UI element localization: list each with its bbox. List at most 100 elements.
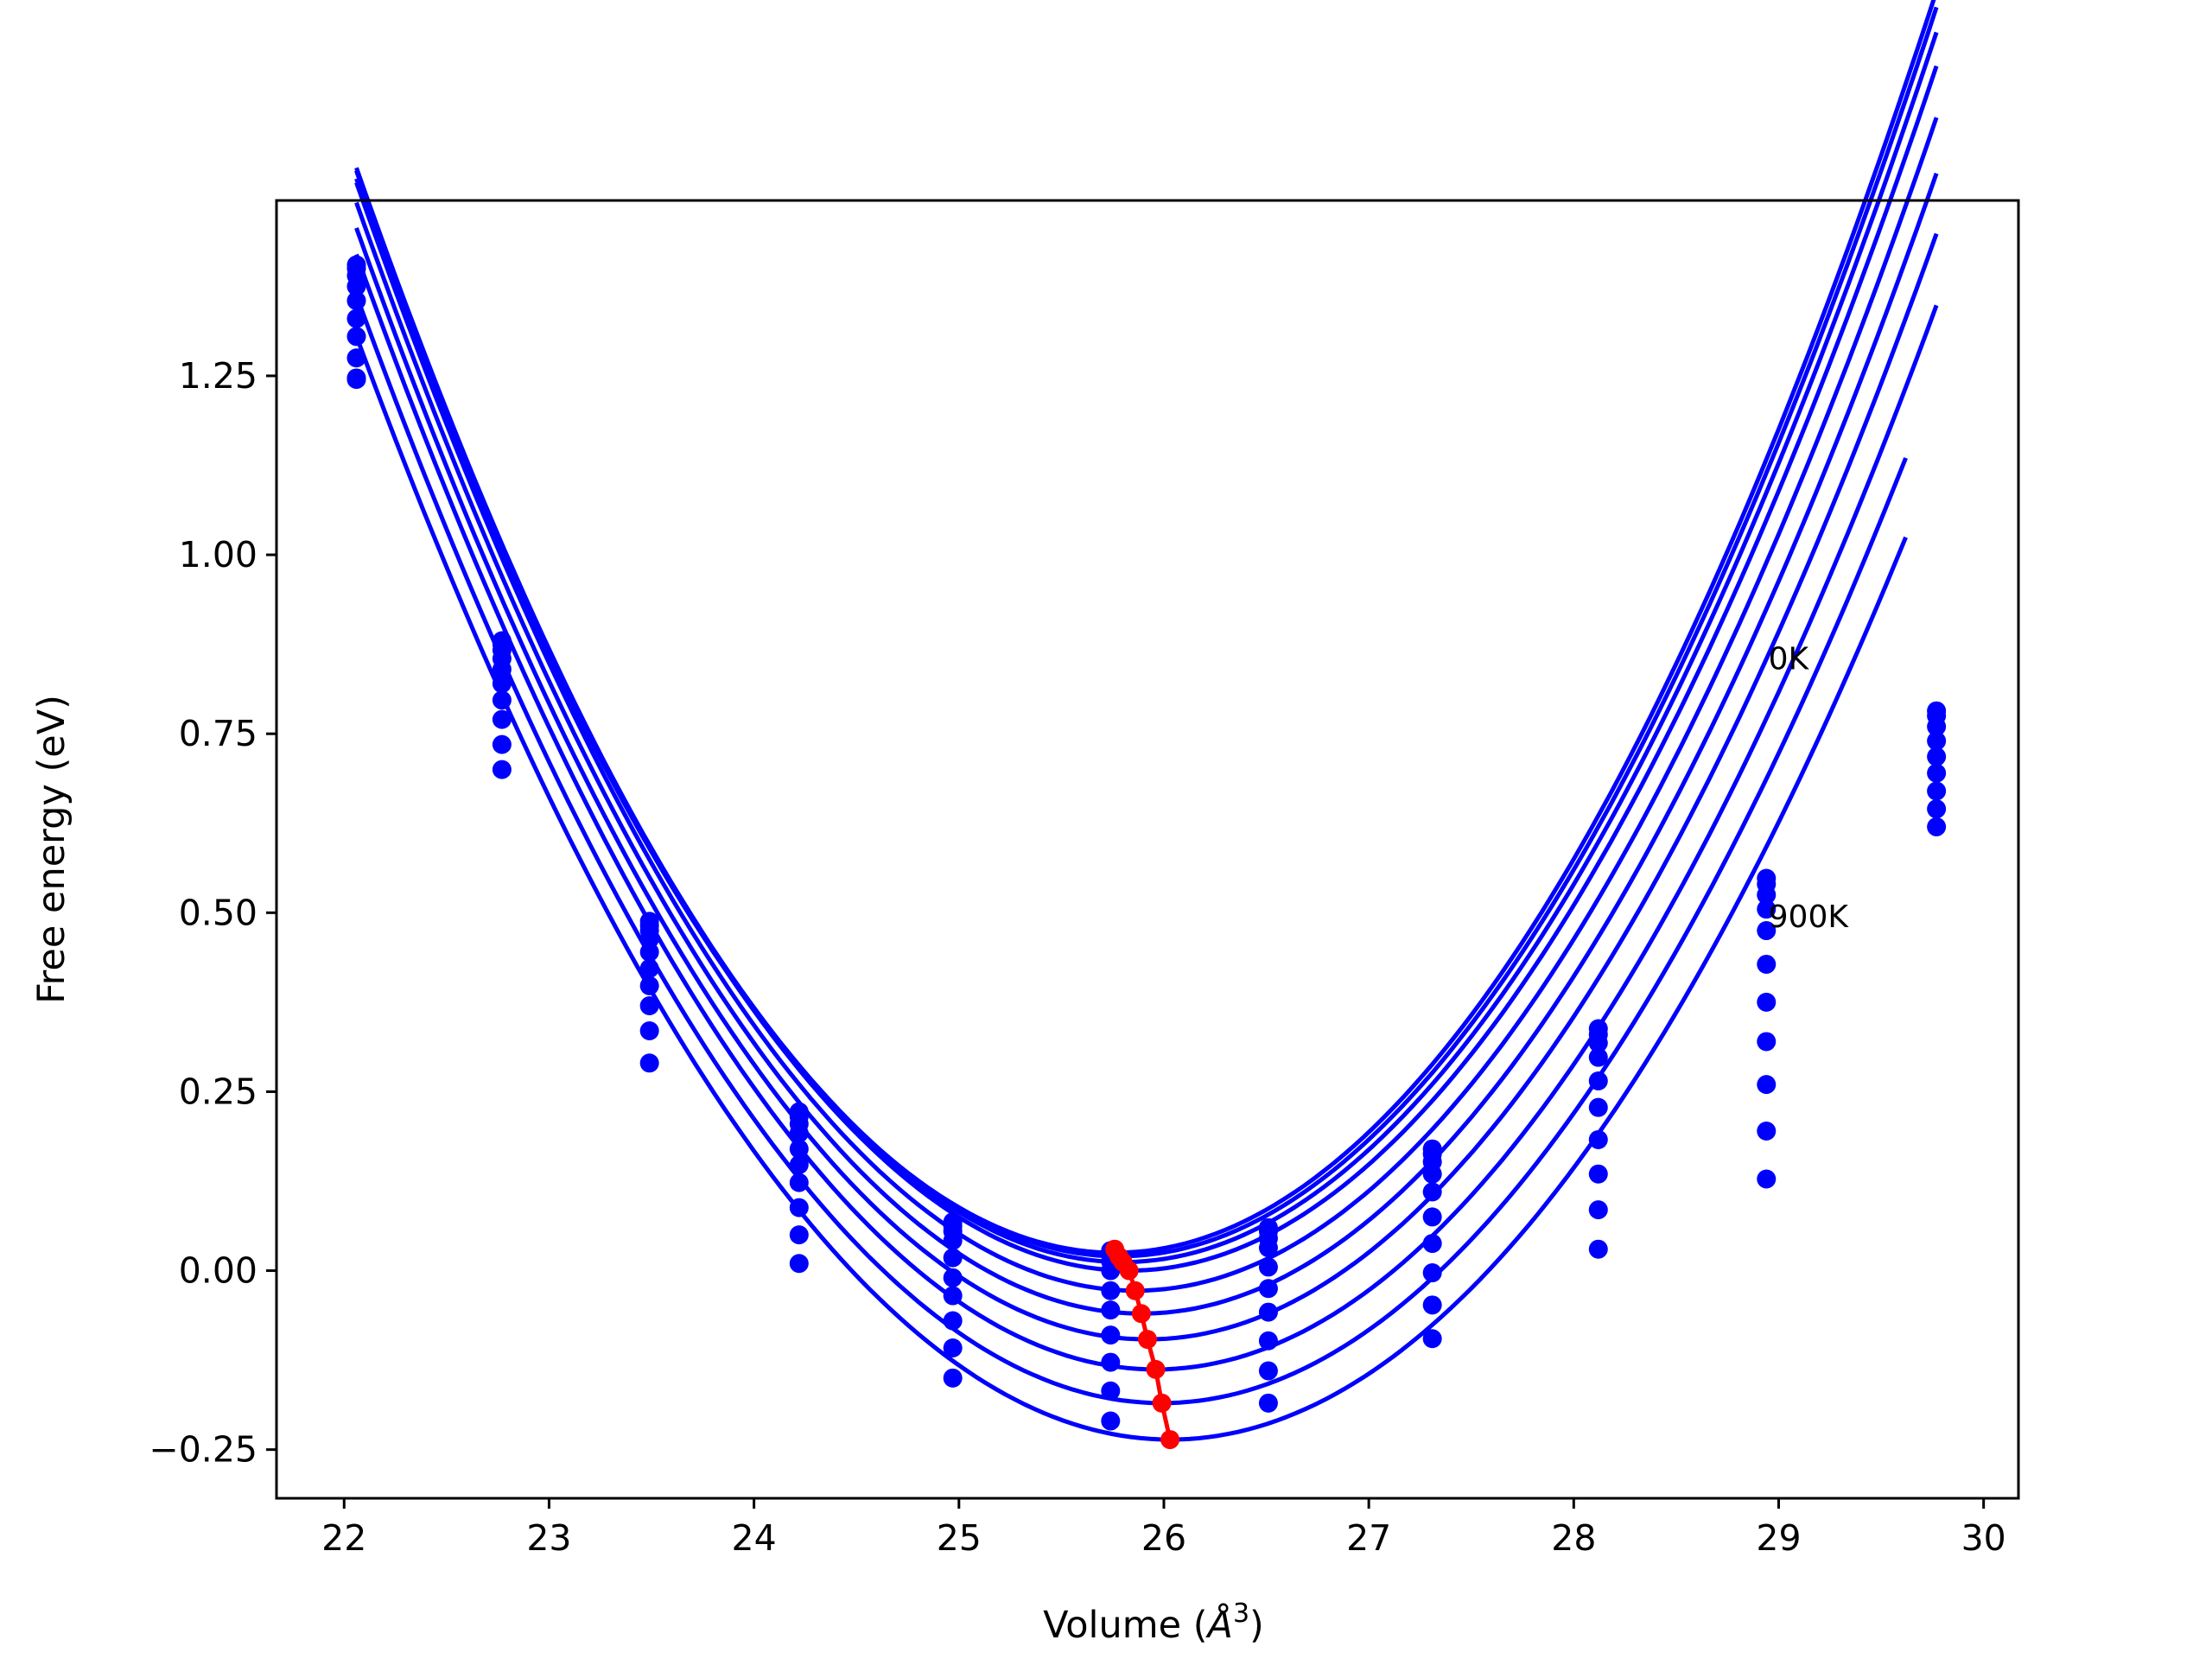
data-point [943,1268,963,1287]
y-tick-label: 0.50 [179,892,257,933]
data-point [789,1254,809,1274]
minimum-point [1138,1330,1157,1350]
y-axis-title: Free energy (eV) [30,695,73,1004]
minimum-point [1125,1281,1145,1300]
data-point [492,734,512,754]
data-point [492,709,512,729]
data-point [1757,1032,1777,1052]
data-point [1258,1238,1278,1258]
data-point [789,1225,809,1245]
minimum-point [1131,1304,1151,1324]
data-point [1757,992,1777,1012]
data-point [346,290,366,310]
fit-curve [354,335,1908,1442]
data-point [1588,1097,1608,1117]
data-point [943,1286,963,1306]
data-point [639,996,659,1016]
x-axis-title-unit: Å [1205,1603,1233,1647]
data-point [1927,781,1947,801]
data-point [1757,899,1777,919]
data-point [789,1173,809,1192]
x-tick-label: 28 [1551,1517,1596,1559]
data-point [1757,885,1777,905]
data-point [492,659,512,679]
minimum-point [1146,1359,1166,1379]
annotations: 0K 900K [1769,642,1850,935]
data-point [943,1338,963,1358]
data-point [1422,1263,1442,1283]
y-tick-label: −0.25 [149,1429,257,1471]
data-point [639,976,659,995]
data-point [1422,1164,1442,1184]
data-point [639,1053,659,1073]
data-point [943,1311,963,1331]
x-tick-label: 30 [1961,1517,2006,1559]
data-point [492,760,512,779]
data-point [1927,817,1947,836]
data-point [1258,1279,1278,1299]
temperature-annotation: 0K [1769,642,1810,677]
data-point [1588,1047,1608,1067]
data-point [1101,1411,1121,1431]
data-point [789,1123,809,1143]
minimum-point [1152,1393,1172,1413]
data-point [1588,1200,1608,1220]
data-point [1422,1207,1442,1227]
y-tick-label: 1.25 [179,355,257,397]
y-tick-label: 0.00 [179,1250,257,1292]
x-tick-label: 22 [321,1517,366,1559]
data-point [943,1230,963,1250]
data-point [1927,731,1947,751]
data-point [1101,1300,1121,1320]
data-point [789,1154,809,1174]
x-axis-title-close: ) [1249,1604,1264,1647]
data-point [1757,954,1777,974]
data-point [1588,1071,1608,1091]
data-point [1927,716,1947,736]
data-point [1588,1239,1608,1259]
y-tick-label: 1.00 [179,534,257,575]
data-point [1422,1295,1442,1315]
data-point [1258,1257,1278,1277]
data-point [1101,1325,1121,1345]
x-tick-label: 24 [732,1517,777,1559]
fit-curve [354,117,1939,1294]
data-point [346,348,366,368]
data-point [1422,1182,1442,1202]
x-axis-title-text: Volume ( [1043,1604,1207,1647]
data-point [943,1248,963,1268]
data-point [1927,747,1947,766]
data-point [1258,1393,1278,1413]
data-point [1588,1033,1608,1053]
data-point [1588,1129,1608,1149]
data-point [346,370,366,390]
data-point [492,674,512,694]
temperature-annotation: 900K [1769,899,1850,935]
data-point [1757,1169,1777,1189]
x-tick-label: 25 [937,1517,982,1559]
data-point [1422,1329,1442,1349]
data-point [1757,1075,1777,1095]
data-point [1101,1281,1121,1300]
data-point [1101,1381,1121,1401]
data-point [943,1368,963,1388]
x-axis-title: Volume (Å3) [1043,1599,1264,1647]
data-point [346,276,366,296]
plot-frame [275,199,2020,1500]
x-tick-label: 23 [526,1517,571,1559]
fit-curve [354,65,1939,1273]
minimum-point [1160,1430,1180,1450]
data-point [1757,1121,1777,1141]
data-point [1258,1361,1278,1381]
x-tick-label: 26 [1141,1517,1186,1559]
data-points [346,255,1947,1431]
data-point [346,308,366,328]
y-tick-label: 0.25 [179,1071,257,1112]
data-point [1757,921,1777,941]
y-tick-label: 0.75 [179,713,257,754]
data-point [1588,1164,1608,1184]
data-point [1422,1234,1442,1254]
fit-curve [354,294,1908,1406]
x-axis: 22 23 24 25 26 27 28 29 30 [321,1498,2006,1559]
